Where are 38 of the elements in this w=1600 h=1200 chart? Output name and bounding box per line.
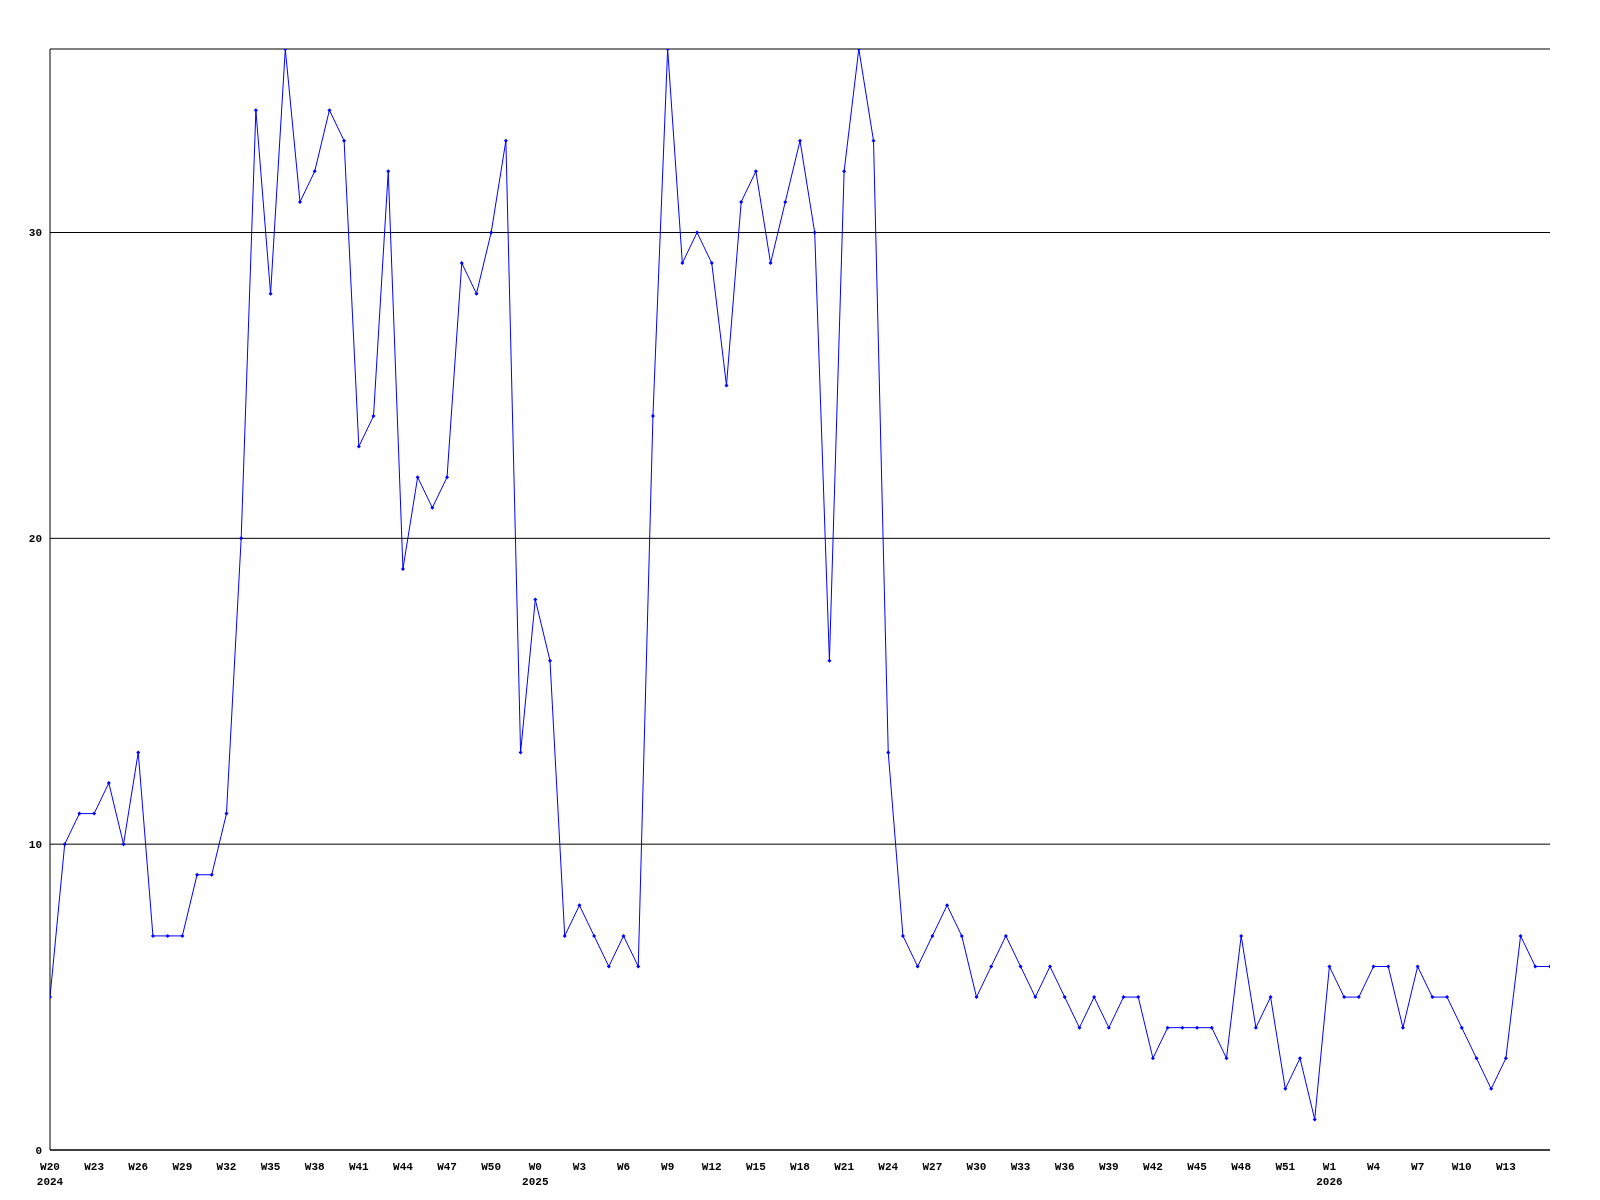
x-tick-label: W26	[128, 1161, 149, 1173]
x-tick-label: W38	[304, 1161, 325, 1173]
x-tick-label: W48	[1231, 1161, 1252, 1173]
x-tick-label: W9	[661, 1161, 675, 1173]
x-tick-label: W1 2026	[1316, 1161, 1343, 1188]
x-tick-label: W47	[437, 1161, 457, 1173]
y-tick-label: 0	[35, 1144, 42, 1157]
x-tick-label: W36	[1054, 1161, 1075, 1173]
x-tick-label: W24	[878, 1161, 899, 1173]
x-tick-label: W7	[1411, 1161, 1425, 1173]
x-tick-label: W15	[745, 1161, 767, 1173]
x-tick-label: W35	[260, 1161, 281, 1173]
x-tick-label: W44	[393, 1161, 414, 1173]
x-tick-label: W6	[616, 1161, 631, 1173]
x-tick-label: W20 2024	[36, 1161, 64, 1188]
x-tick-label: W13	[1495, 1161, 1517, 1173]
x-tick-label: W32	[216, 1161, 237, 1173]
x-tick-label: W4	[1366, 1161, 1381, 1173]
y-tick-label: 20	[28, 533, 42, 546]
x-tick-label: W18	[790, 1161, 811, 1173]
x-tick-label: W27	[922, 1161, 943, 1173]
x-tick-label: W33	[1010, 1161, 1031, 1173]
x-tick-label: W42	[1143, 1161, 1163, 1173]
x-tick-label: W12	[701, 1161, 722, 1173]
x-tick-label: W0 2025	[522, 1161, 549, 1188]
y-tick-label: 30	[28, 227, 42, 240]
x-tick-label: W23	[84, 1161, 105, 1173]
x-tick-label: W45	[1187, 1161, 1208, 1173]
x-tick-label: W10	[1451, 1161, 1472, 1173]
x-tick-label: W51	[1275, 1161, 1296, 1173]
x-tick-label: W39	[1098, 1161, 1119, 1173]
x-tick-label: W30	[966, 1161, 987, 1173]
x-tick-label: W29	[172, 1161, 193, 1173]
x-tick-label: W3	[572, 1161, 587, 1173]
x-tick-label: W41	[348, 1161, 370, 1173]
y-tick-label: 10	[28, 839, 42, 852]
x-tick-label: W21	[834, 1161, 855, 1173]
x-tick-label: W50	[481, 1161, 502, 1173]
